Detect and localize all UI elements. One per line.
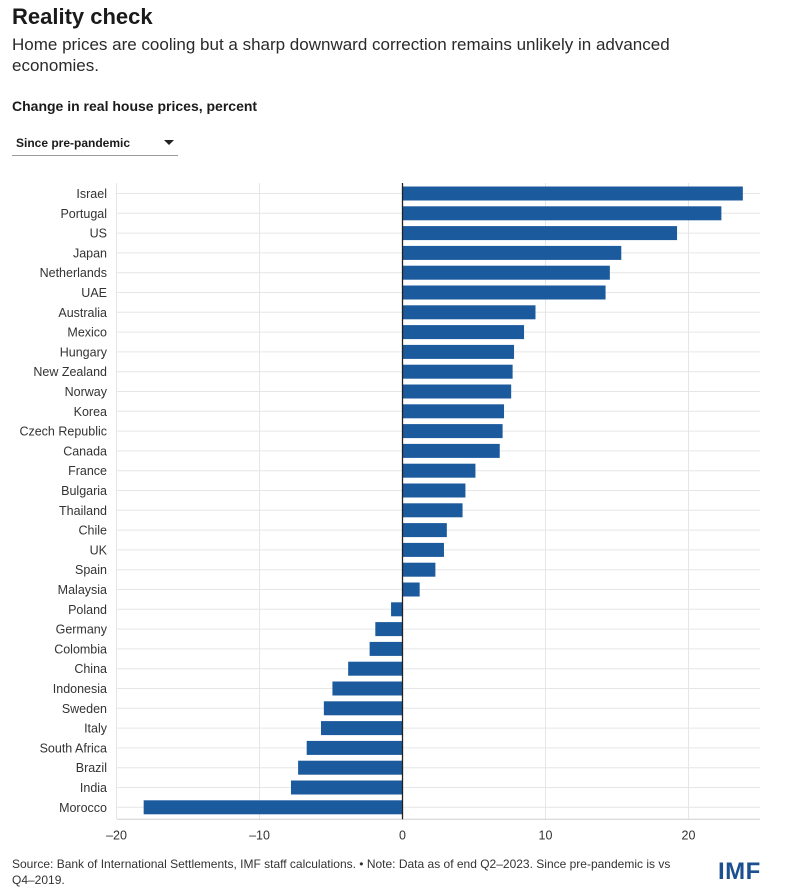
imf-logo: IMF — [718, 858, 761, 885]
chart-subtitle: Home prices are cooling but a sharp down… — [12, 35, 670, 75]
bar-portugal — [402, 206, 722, 221]
bar-new-zealand — [402, 364, 513, 379]
x-tick-label: 20 — [682, 828, 696, 842]
category-label: New Zealand — [33, 365, 107, 379]
bar-canada — [402, 443, 500, 458]
category-label: Brazil — [76, 761, 107, 775]
bar-brazil — [298, 760, 403, 775]
bar-bulgaria — [402, 483, 466, 498]
category-label: Netherlands — [40, 266, 107, 280]
period-dropdown[interactable]: Since pre-pandemic — [12, 131, 178, 156]
bar-chile — [402, 523, 447, 538]
category-label: Poland — [68, 603, 107, 617]
bar-poland — [391, 602, 403, 617]
category-label: Japan — [73, 246, 107, 260]
bar-thailand — [402, 503, 463, 518]
category-label: China — [74, 662, 107, 676]
period-dropdown-value: Since pre-pandemic — [16, 136, 131, 150]
bar-chart: Israel Portugal US Japan Netherlands UAE Austr… — [19, 183, 760, 842]
bar-spain — [402, 562, 436, 577]
category-label: Morocco — [59, 801, 107, 815]
bar-norway — [402, 384, 512, 399]
category-label: Norway — [65, 385, 108, 399]
bar-france — [402, 463, 476, 478]
bar-us — [402, 226, 678, 241]
bar-sweden — [323, 701, 403, 716]
category-label: Sweden — [62, 702, 107, 716]
bar-japan — [402, 245, 622, 260]
chevron-down-icon — [164, 140, 174, 145]
category-label: France — [68, 464, 107, 478]
x-tick-label: –10 — [249, 828, 270, 842]
bar-australia — [402, 305, 536, 320]
category-label: Chile — [79, 524, 108, 538]
bar-italy — [320, 721, 403, 736]
category-label: Czech Republic — [19, 425, 107, 439]
category-label: Spain — [75, 563, 107, 577]
bar-south-africa — [306, 740, 403, 755]
source-note: Source: Bank of International Settlement… — [12, 857, 671, 887]
category-label: Korea — [74, 405, 107, 419]
category-label: Indonesia — [53, 682, 107, 696]
category-label: UAE — [81, 286, 107, 300]
bar-india — [290, 780, 403, 795]
category-label: Israel — [76, 187, 107, 201]
category-label: Australia — [58, 306, 107, 320]
bar-hungary — [402, 344, 515, 359]
bar-germany — [375, 622, 403, 637]
bar-korea — [402, 404, 505, 419]
bar-czech-republic — [402, 424, 503, 439]
bar-uk — [402, 542, 444, 557]
category-label: UK — [90, 543, 108, 557]
category-label: India — [80, 781, 107, 795]
measure-label: Change in real house prices, percent — [12, 98, 258, 114]
x-tick-label: 0 — [399, 828, 406, 842]
bar-malaysia — [402, 582, 420, 597]
bar-indonesia — [332, 681, 403, 696]
bar-netherlands — [402, 265, 610, 280]
chart-title: Reality check — [12, 4, 153, 29]
category-label: South Africa — [40, 741, 107, 755]
bar-china — [348, 661, 403, 676]
category-label: Portugal — [60, 207, 107, 221]
bar-morocco — [143, 800, 403, 815]
category-label: Canada — [63, 444, 107, 458]
category-label: Malaysia — [58, 583, 107, 597]
bar-mexico — [402, 325, 525, 340]
x-tick-label: –20 — [106, 828, 127, 842]
x-tick-label: 10 — [539, 828, 553, 842]
category-label: Mexico — [67, 326, 107, 340]
category-label: Colombia — [54, 642, 107, 656]
category-label: Germany — [56, 623, 108, 637]
bar-israel — [402, 186, 743, 201]
category-label: Italy — [84, 722, 108, 736]
category-label: US — [90, 227, 107, 241]
category-label: Thailand — [59, 504, 107, 518]
bar-colombia — [369, 641, 403, 656]
category-label: Hungary — [60, 345, 108, 359]
bar-uae — [402, 285, 606, 300]
category-label: Bulgaria — [61, 484, 107, 498]
